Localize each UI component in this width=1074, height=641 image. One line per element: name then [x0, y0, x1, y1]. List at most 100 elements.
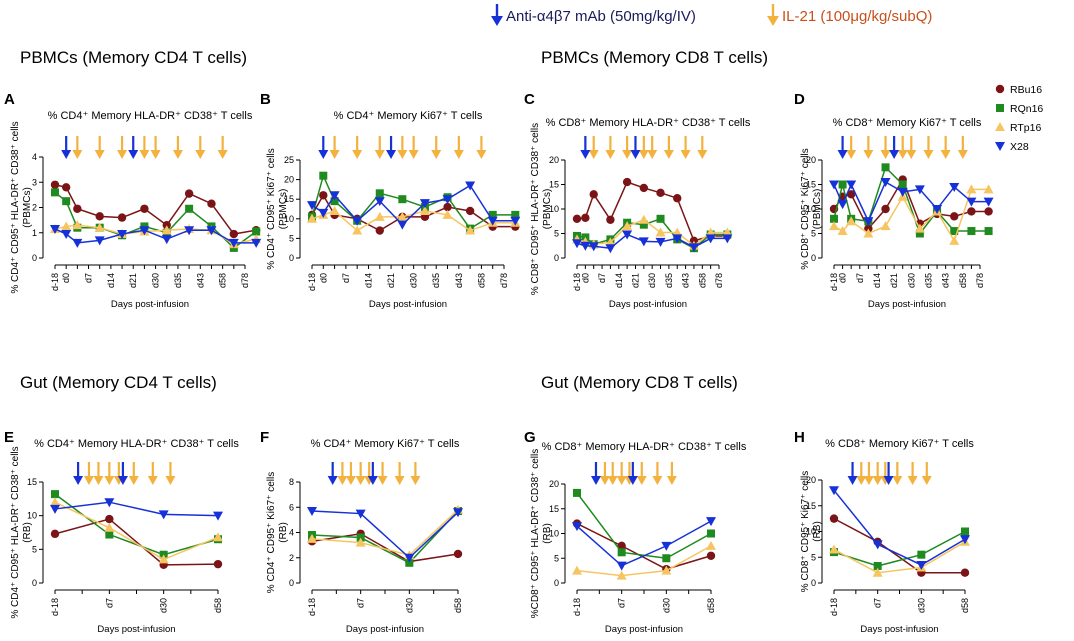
- il21-dose-arrow-icon: [147, 462, 158, 485]
- data-point: [329, 205, 340, 215]
- il21-dose-arrow-icon: [957, 136, 968, 159]
- y-tick-label: 2: [32, 203, 37, 213]
- il21-dose-arrow-icon: [352, 136, 363, 159]
- il21-dose-arrow-icon: [680, 136, 691, 159]
- data-point: [617, 541, 626, 551]
- data-point: [206, 226, 217, 236]
- x-tick-label: d43: [941, 273, 951, 288]
- series-x28: [829, 486, 970, 570]
- data-point: [397, 220, 408, 230]
- y-tick-label: 5: [811, 552, 816, 562]
- data-point: [207, 199, 216, 208]
- il21-dose-arrow-icon: [856, 462, 867, 485]
- data-point: [688, 243, 699, 253]
- x-tick-label: d58: [706, 598, 716, 613]
- x-tick-label: d35: [664, 273, 674, 288]
- data-point: [442, 209, 453, 219]
- data-point: [488, 210, 497, 219]
- x-tick-label: d14: [614, 273, 624, 288]
- data-point: [50, 529, 60, 539]
- x-tick-label: d30: [647, 273, 657, 288]
- series-line: [311, 510, 459, 559]
- data-point: [355, 509, 366, 519]
- y-tick-label: 0: [289, 253, 294, 263]
- il21-dose-arrow-icon: [638, 136, 649, 159]
- data-point: [984, 227, 993, 236]
- x-tick-label: d7: [341, 273, 351, 283]
- x-tick-label: d35: [923, 273, 933, 288]
- data-point: [73, 204, 82, 213]
- data-point: [62, 197, 71, 206]
- data-point: [140, 204, 149, 213]
- il21-dose-arrow-icon: [128, 462, 139, 485]
- series-line: [833, 517, 965, 574]
- il21-dose-arrow-icon: [588, 136, 599, 159]
- x-axis-label: Days post-infusion: [346, 624, 424, 635]
- y-tick-label: 10: [806, 204, 816, 214]
- data-point: [61, 230, 72, 240]
- data-point: [662, 554, 671, 563]
- y-tick-label: 15: [549, 180, 559, 190]
- il21-dose-arrow-icon: [607, 462, 618, 485]
- legend-entry-x28: X28: [995, 141, 1029, 153]
- y-axis-sublabel: (RB): [278, 522, 289, 543]
- il21-dose-arrow-icon: [921, 462, 932, 485]
- data-point: [898, 180, 907, 189]
- series-line: [833, 177, 989, 230]
- mab-dose-arrow-icon: [889, 136, 900, 159]
- series-rbu16: [50, 514, 223, 570]
- panel-b: B % CD4⁺ Memory Ki67⁺ T cells 0 5 10 15 20 25 d-…: [260, 91, 521, 310]
- data-point: [105, 530, 114, 539]
- panel-c: C % CD8⁺ Memory HLA-DR⁺ CD38⁺ T cells 0 5 10…: [524, 91, 751, 310]
- data-point: [837, 200, 848, 210]
- y-tick-label: 15: [806, 501, 816, 511]
- y-tick-label: 10: [27, 511, 37, 521]
- il21-dose-arrow-icon: [72, 136, 83, 159]
- x-tick-label: d0: [580, 273, 590, 283]
- il21-dose-arrow-icon: [605, 136, 616, 159]
- x-tick-label: d30: [661, 598, 671, 613]
- il21-dose-arrow-icon: [863, 462, 874, 485]
- x-tick-label: d14: [872, 273, 882, 288]
- series-x28: [572, 230, 733, 254]
- series-rqn16: [51, 490, 222, 559]
- x-tick-label: d21: [128, 273, 138, 288]
- data-point: [374, 211, 385, 221]
- il21-dose-arrow-icon: [329, 136, 340, 159]
- y-axis-sublabel: (RB): [812, 521, 823, 542]
- section-title-gut-cd4: Gut (Memory CD4 T cells): [20, 373, 217, 392]
- il21-dose-arrow-icon: [172, 136, 183, 159]
- section-title-gut-cd8: Gut (Memory CD8 T cells): [541, 373, 738, 392]
- series-line: [833, 541, 966, 574]
- data-point: [453, 549, 463, 559]
- data-point: [622, 221, 633, 231]
- series-line: [311, 509, 459, 557]
- mab-dose-arrow-icon: [367, 462, 378, 485]
- data-point: [706, 551, 716, 560]
- data-point: [863, 217, 874, 227]
- series-line: [576, 520, 712, 567]
- data-point: [251, 238, 262, 248]
- data-point: [51, 490, 59, 499]
- il21-dose-arrow-icon: [410, 462, 421, 485]
- data-point: [881, 163, 890, 172]
- data-point: [617, 548, 626, 557]
- il21-dose-arrow-icon: [892, 462, 903, 485]
- data-point: [229, 229, 239, 239]
- x-tick-label: d21: [630, 273, 640, 288]
- series-line: [54, 518, 219, 566]
- data-point: [50, 504, 60, 514]
- panel-g: G % CD8⁺ Memory HLA-DR⁺ CD38⁺ T cells 0 5 10…: [524, 429, 747, 635]
- x-tick-label: d0: [318, 273, 328, 283]
- y-axis-label: % CD8⁺ CD95⁺ Ki67⁺ cells: [800, 471, 811, 592]
- y-tick-label: 0: [32, 253, 37, 263]
- series-rqn16: [573, 488, 715, 563]
- data-point: [158, 510, 169, 520]
- il21-dose-arrow-icon: [150, 136, 161, 159]
- data-point: [656, 188, 665, 198]
- data-point: [307, 213, 317, 223]
- data-point: [307, 201, 317, 211]
- data-point: [572, 565, 582, 575]
- data-point: [829, 180, 839, 190]
- data-point: [319, 171, 328, 180]
